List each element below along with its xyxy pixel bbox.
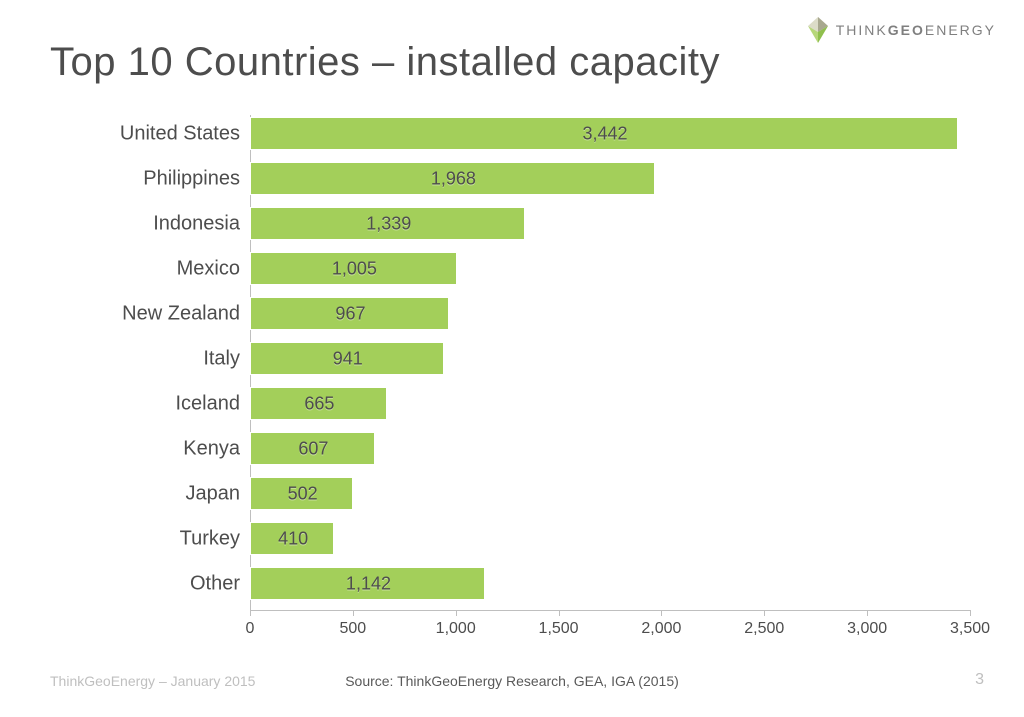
category-label: Philippines (143, 167, 240, 190)
x-tick (559, 610, 560, 616)
bar-value-label: 1,005 (332, 258, 377, 279)
x-tick-label: 500 (339, 620, 366, 638)
bar: 967 (250, 297, 449, 330)
category-label: Turkey (180, 527, 240, 550)
bar-row: 410 (250, 522, 970, 555)
category-label: Iceland (176, 392, 241, 415)
bar: 1,142 (250, 567, 485, 600)
x-tick-label: 2,000 (641, 620, 681, 638)
x-tick-label: 3,000 (847, 620, 887, 638)
bar-row: 941 (250, 342, 970, 375)
logo-word-1: THINK (836, 22, 888, 38)
x-tick (456, 610, 457, 616)
bar-value-label: 410 (278, 528, 308, 549)
category-label: Italy (203, 347, 240, 370)
bar-value-label: 1,142 (346, 573, 391, 594)
bar-row: 665 (250, 387, 970, 420)
x-tick-label: 0 (246, 620, 255, 638)
x-tick-label: 3,500 (950, 620, 990, 638)
bar-row: 1,142 (250, 567, 970, 600)
category-label: Indonesia (153, 212, 240, 235)
slide: THINKGEOENERGY Top 10 Countries – instal… (0, 0, 1024, 717)
bar-row: 1,339 (250, 207, 970, 240)
bar: 502 (250, 477, 353, 510)
bar-value-label: 502 (288, 483, 318, 504)
x-tick (353, 610, 354, 616)
bar-row: 502 (250, 477, 970, 510)
logo-icon (806, 16, 830, 44)
x-tick (250, 610, 251, 616)
footer-source: Source: ThinkGeoEnergy Research, GEA, IG… (0, 673, 1024, 689)
bar-value-label: 607 (298, 438, 328, 459)
bar: 1,968 (250, 162, 655, 195)
x-tick (764, 610, 765, 616)
category-label: Kenya (183, 437, 240, 460)
bar-value-label: 967 (335, 303, 365, 324)
bar-value-label: 941 (333, 348, 363, 369)
page-number: 3 (975, 671, 984, 689)
logo-word-3: ENERGY (925, 22, 996, 38)
x-tick-label: 1,500 (539, 620, 579, 638)
x-tick-label: 1,000 (436, 620, 476, 638)
bar-row: 3,442 (250, 117, 970, 150)
bar-value-label: 1,968 (431, 168, 476, 189)
category-label: Mexico (177, 257, 240, 280)
bar: 3,442 (250, 117, 958, 150)
logo-word-2: GEO (888, 22, 925, 38)
x-tick (661, 610, 662, 616)
category-label: New Zealand (122, 302, 240, 325)
bar-row: 607 (250, 432, 970, 465)
x-tick (867, 610, 868, 616)
brand-logo: THINKGEOENERGY (806, 16, 996, 44)
bar-row: 1,968 (250, 162, 970, 195)
chart-plot-area: United States3,442Philippines1,968Indone… (250, 115, 970, 610)
x-tick-label: 2,500 (744, 620, 784, 638)
bar: 410 (250, 522, 334, 555)
x-axis (250, 610, 970, 611)
page-title: Top 10 Countries – installed capacity (50, 40, 720, 85)
bar-value-label: 1,339 (366, 213, 411, 234)
bar-row: 1,005 (250, 252, 970, 285)
bar: 607 (250, 432, 375, 465)
x-tick (970, 610, 971, 616)
logo-text: THINKGEOENERGY (836, 22, 996, 38)
capacity-chart: United States 3,442 Philippines 1,968 Indone… (50, 115, 970, 635)
bar: 665 (250, 387, 387, 420)
bar-value-label: 665 (304, 393, 334, 414)
bar-value-label: 3,442 (583, 123, 628, 144)
bar: 1,005 (250, 252, 457, 285)
category-label: Japan (186, 482, 241, 505)
bar: 1,339 (250, 207, 525, 240)
category-label: United States (120, 122, 240, 145)
bar-row: 967 (250, 297, 970, 330)
category-label: Other (190, 572, 240, 595)
bar: 941 (250, 342, 444, 375)
